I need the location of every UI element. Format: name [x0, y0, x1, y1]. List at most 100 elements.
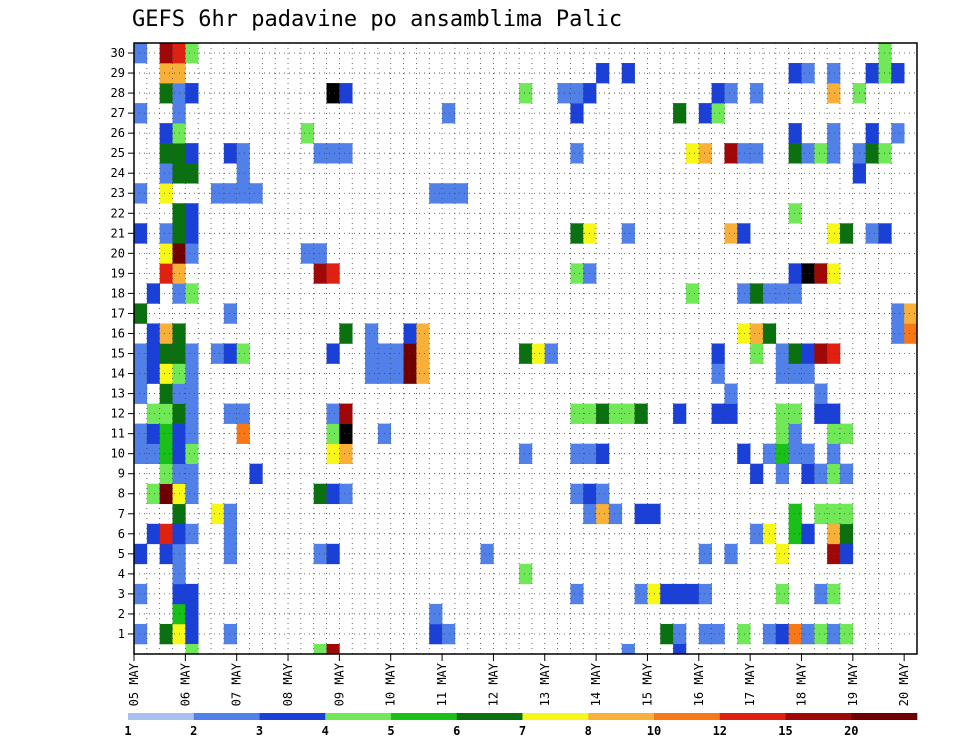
heatmap-cell: [326, 483, 340, 505]
heatmap-cell: [775, 423, 789, 444]
heatmap-cell: [544, 343, 558, 364]
heatmap-cell: [313, 543, 327, 565]
heatmap-cell: [134, 103, 148, 124]
heatmap-cell: [185, 383, 199, 404]
heatmap-cell: [827, 623, 841, 645]
y-tick-label: 2: [118, 607, 125, 621]
heatmap-cell: [570, 263, 584, 284]
legend-swatch: [588, 713, 655, 720]
heatmap-cell: [596, 483, 610, 505]
heatmap-cell: [313, 483, 327, 505]
heatmap-cell: [775, 343, 789, 364]
heatmap-cell: [185, 363, 199, 384]
x-tick-label: 17 MAY: [743, 662, 757, 706]
heatmap-cell: [698, 103, 712, 124]
heatmap-cell: [724, 83, 738, 104]
heatmap-cell: [416, 343, 430, 364]
heatmap-cell: [750, 83, 764, 104]
y-tick-label: 29: [111, 66, 125, 80]
legend-label: 7: [519, 724, 526, 738]
heatmap-cell: [519, 83, 533, 104]
heatmap-cell: [827, 63, 841, 84]
heatmap-cell: [185, 43, 199, 64]
heatmap-cells: [134, 43, 918, 654]
heatmap-cell: [185, 463, 199, 485]
heatmap-cell: [570, 223, 584, 244]
legend-label: 15: [778, 724, 792, 738]
heatmap-cell: [249, 183, 263, 204]
heatmap-cell: [775, 463, 789, 485]
heatmap-cell: [134, 443, 148, 464]
legend-label: 8: [585, 724, 592, 738]
heatmap-cell: [801, 263, 815, 284]
y-tick-label: 6: [118, 527, 125, 541]
heatmap-cell: [827, 343, 841, 364]
heatmap-cell: [134, 183, 148, 204]
heatmap-cell: [185, 603, 199, 625]
heatmap-cell: [711, 363, 725, 384]
heatmap-cell: [827, 83, 841, 104]
heatmap-cell: [159, 83, 173, 104]
heatmap-cell: [185, 203, 199, 224]
heatmap-cell: [211, 503, 225, 525]
heatmap-cell: [570, 483, 584, 505]
heatmap-cell: [788, 123, 802, 144]
x-tick-label: 07 MAY: [230, 662, 244, 706]
heatmap-cell: [416, 323, 430, 344]
heatmap-cell: [146, 403, 160, 424]
heatmap-cell: [146, 423, 160, 444]
legend-swatch: [522, 713, 589, 720]
heatmap-cell: [814, 143, 828, 164]
heatmap-cell: [827, 503, 841, 525]
heatmap-cell: [339, 403, 353, 424]
heatmap-cell: [827, 583, 841, 605]
heatmap-cell: [827, 423, 841, 444]
heatmap-cell: [634, 583, 648, 605]
x-tick-label: 18 MAY: [795, 662, 809, 706]
color-legend: 1 2 3 4 5 6 7 8 10 12 15 20: [124, 713, 918, 738]
heatmap-cell: [788, 523, 802, 545]
heatmap-cell: [223, 343, 237, 364]
heatmap-cell: [801, 63, 815, 84]
heatmap-cell: [878, 143, 892, 164]
y-tick-label: 13: [111, 387, 125, 401]
heatmap-cell-partial: [673, 643, 687, 654]
heatmap-cell: [788, 623, 802, 645]
legend-label: 1: [124, 724, 131, 738]
plot-frame: [133, 42, 918, 655]
heatmap-cell: [788, 443, 802, 464]
heatmap-cell: [326, 403, 340, 424]
heatmap-cell: [159, 623, 173, 645]
heatmap-cell: [634, 503, 648, 525]
y-tick-label: 20: [111, 246, 125, 260]
heatmap-cell: [134, 43, 148, 64]
heatmap-cell: [839, 423, 854, 444]
heatmap-cell: [146, 443, 160, 464]
heatmap-cell: [519, 343, 533, 364]
heatmap-cell: [596, 443, 610, 464]
heatmap-cell: [185, 283, 199, 304]
heatmap-cell: [159, 403, 173, 424]
heatmap-cell: [596, 403, 610, 424]
heatmap-cell: [621, 63, 635, 84]
y-tick-label: 28: [111, 86, 125, 100]
heatmap-cell: [827, 543, 841, 565]
legend-swatch: [654, 713, 721, 720]
legend-label: 3: [256, 724, 263, 738]
heatmap-cell: [814, 583, 828, 605]
heatmap-cell: [570, 583, 584, 605]
y-tick-label: 22: [111, 206, 125, 220]
heatmap-cell: [390, 363, 404, 384]
heatmap-cell: [339, 423, 353, 444]
heatmap-cell: [865, 223, 879, 244]
heatmap-cell: [750, 283, 764, 304]
heatmap-cell: [788, 343, 802, 364]
y-tick-label: 21: [111, 226, 125, 240]
heatmap-cell: [827, 463, 841, 485]
heatmap-cell: [146, 523, 160, 545]
heatmap-cell: [442, 103, 456, 124]
heatmap-cell: [788, 63, 802, 84]
heatmap-cell: [570, 443, 584, 464]
heatmap-cell: [326, 343, 340, 364]
y-tick-label: 24: [111, 166, 125, 180]
